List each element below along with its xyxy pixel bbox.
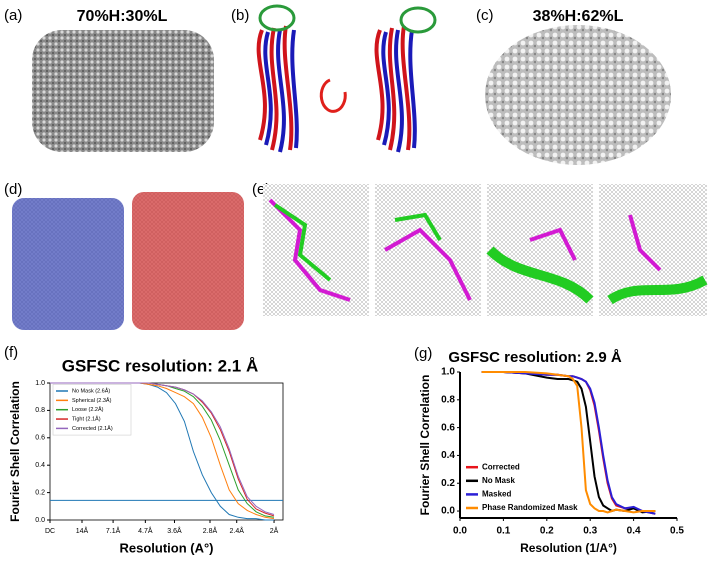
legend-label: Phase Randomized Mask (482, 503, 578, 512)
x-tick-label: 7.1Å (106, 526, 121, 535)
model-mesh (12, 198, 124, 330)
x-tick-label: 4.7Å (138, 526, 153, 535)
fsc-curve (50, 382, 275, 515)
x-tick-label: 0.4 (627, 526, 641, 537)
y-tick-label: 0.4 (35, 462, 45, 469)
panel-label: (d) (4, 181, 22, 198)
helix-model (256, 25, 417, 153)
panel-title: 70%H:30%L (77, 8, 168, 25)
panel-label: (b) (231, 7, 249, 24)
plot-frame (49, 382, 284, 521)
y-tick-label: 0.2 (35, 489, 45, 496)
model-mesh (132, 192, 244, 330)
y-tick-label: 1.0 (35, 380, 45, 387)
y-tick-label: 0.8 (35, 407, 45, 414)
x-tick-label: DC (45, 528, 55, 535)
legend-label: Masked (482, 490, 511, 499)
density-map (32, 30, 214, 152)
x-tick-label: 14Å (76, 526, 89, 535)
density-zooms (263, 184, 708, 316)
y-axis-label: Fourier Shell Correlation (418, 375, 432, 516)
x-tick-label: 2Å (270, 526, 279, 535)
legend-label: Corrected (482, 462, 520, 471)
x-tick-label: 2.8Å (203, 526, 218, 535)
highlight-ring (258, 4, 296, 32)
y-tick-label: 0.6 (35, 435, 45, 442)
x-tick-label: 0.5 (670, 526, 684, 537)
legend-label: Loose (2.2Å) (72, 406, 104, 413)
chart-title: GSFSC resolution: 2.9 Å (448, 349, 622, 366)
x-tick-label: 0.2 (540, 526, 554, 537)
x-tick-label: 0.1 (496, 526, 510, 537)
legend-label: Spherical (2.3Å) (72, 397, 112, 404)
panel-label: (c) (476, 7, 494, 24)
y-tick-label: 1.0 (441, 367, 455, 378)
x-tick-label: 0.0 (453, 526, 467, 537)
x-axis-label: Resolution (A°) (119, 540, 213, 555)
panel-label: (g) (414, 345, 432, 362)
panel-label: (a) (4, 7, 22, 24)
y-axis-label: Fourier Shell Correlation (8, 381, 22, 522)
legend-label: Corrected (2.1Å) (72, 425, 113, 432)
x-axis-label: Resolution (1/A°) (520, 541, 617, 555)
legend-label: No Mask (2.6Å) (72, 387, 110, 394)
fsc-curve (481, 371, 656, 514)
y-tick-label: 0.0 (441, 506, 455, 517)
y-tick-label: 0.2 (441, 478, 455, 489)
y-tick-label: 0.0 (35, 517, 45, 524)
y-tick-label: 0.6 (441, 422, 455, 433)
chart-title: GSFSC resolution: 2.1 Å (62, 356, 258, 375)
x-tick-label: 3.6Å (167, 526, 182, 535)
legend-label: Tight (2.1Å) (72, 416, 101, 423)
rotate-arrow (319, 78, 347, 113)
density-map (485, 25, 671, 165)
y-tick-label: 0.8 (441, 394, 455, 405)
legend-label: No Mask (482, 476, 515, 485)
highlight-ring (399, 6, 437, 34)
panel-title: 38%H:62%L (533, 8, 624, 25)
x-tick-label: 0.3 (583, 526, 597, 537)
y-tick-label: 0.4 (441, 450, 455, 461)
x-tick-label: 2.4Å (230, 526, 245, 535)
panel-label: (f) (4, 344, 18, 361)
